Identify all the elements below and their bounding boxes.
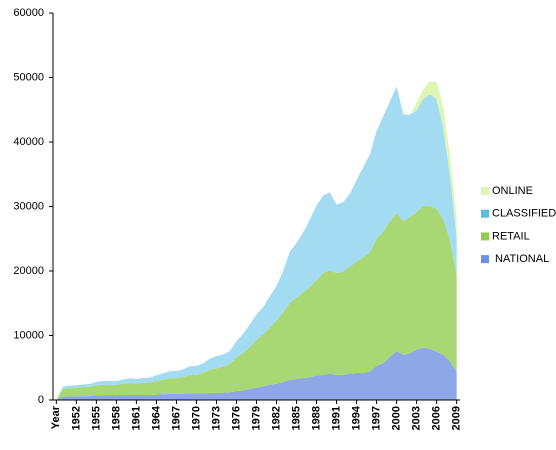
x-tick-label: 1994 bbox=[350, 405, 362, 430]
y-tick-label: 50000 bbox=[13, 71, 44, 83]
legend-swatch bbox=[481, 255, 489, 264]
y-tick-label: 0 bbox=[38, 394, 44, 406]
x-tick-label: 1970 bbox=[190, 406, 202, 430]
x-tick-label: 1997 bbox=[371, 406, 383, 430]
y-tick-label: 10000 bbox=[13, 329, 44, 341]
y-tick-label: 40000 bbox=[13, 136, 44, 148]
legend-label: NATIONAL bbox=[495, 253, 549, 265]
x-tick-label: 2003 bbox=[411, 406, 423, 430]
x-tick-label: 2009 bbox=[451, 406, 463, 430]
area bbox=[56, 347, 457, 400]
legend-swatch bbox=[481, 187, 489, 195]
y-tick-label: 20000 bbox=[13, 265, 44, 277]
x-tick-label: 1964 bbox=[150, 405, 162, 430]
y-tick-label: 30000 bbox=[13, 200, 44, 212]
x-tick-label: 1982 bbox=[270, 406, 282, 430]
legend-label: ONLINE bbox=[492, 185, 533, 197]
legend-label: RETAIL bbox=[492, 230, 530, 242]
legend-swatch bbox=[481, 232, 489, 241]
x-tick-label: 1973 bbox=[210, 406, 222, 430]
area bbox=[56, 86, 457, 400]
legend-swatch bbox=[481, 209, 489, 218]
x-tick-label: 1955 bbox=[90, 406, 102, 430]
x-tick-label: 1991 bbox=[330, 406, 342, 430]
x-tick-label: 1967 bbox=[170, 406, 182, 430]
x-tick-label: 1958 bbox=[110, 406, 122, 430]
legend-label: CLASSIFIED bbox=[492, 208, 556, 220]
x-tick-label: 1979 bbox=[250, 406, 262, 430]
y-tick-label: 60000 bbox=[13, 7, 44, 19]
x-tick-label: 1985 bbox=[290, 406, 302, 430]
x-tick-label: 2000 bbox=[391, 406, 403, 430]
x-tick-label: 1976 bbox=[230, 406, 242, 430]
x-tick-label: Year bbox=[50, 405, 62, 429]
x-tick-label: 2006 bbox=[431, 406, 443, 430]
x-tick-label: 1988 bbox=[310, 406, 322, 430]
x-tick-label: 1952 bbox=[70, 406, 82, 430]
x-tick-label: 1961 bbox=[130, 406, 142, 430]
area bbox=[56, 205, 457, 400]
